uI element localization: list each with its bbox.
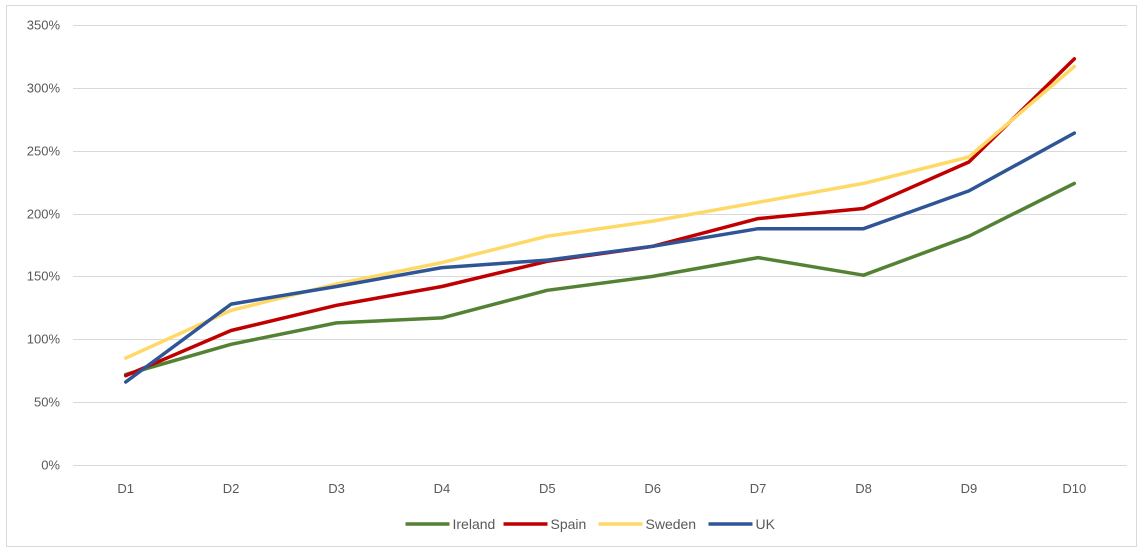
x-tick-label: D10 xyxy=(1062,481,1086,496)
x-tick-label: D8 xyxy=(855,481,872,496)
y-tick-label: 100% xyxy=(27,332,61,347)
series-line-ireland xyxy=(123,181,1077,377)
y-tick-label: 350% xyxy=(27,18,61,33)
x-tick-label: D2 xyxy=(223,481,240,496)
x-tick-label: D9 xyxy=(961,481,978,496)
x-tick-label: D4 xyxy=(434,481,451,496)
y-axis-tick-labels: 0% 50% 100% 150% 200% 250% 300% 350% xyxy=(27,18,61,473)
y-tick-label: 200% xyxy=(27,207,61,222)
legend: Ireland Spain Sweden UK xyxy=(405,516,776,532)
y-tick-label: 250% xyxy=(27,144,61,159)
series-line-uk xyxy=(123,131,1077,384)
x-tick-label: D7 xyxy=(750,481,767,496)
gridlines xyxy=(73,25,1127,466)
series-lines xyxy=(123,57,1077,384)
x-tick-label: D3 xyxy=(328,481,345,496)
legend-label-uk: UK xyxy=(756,516,776,532)
legend-label-sweden: Sweden xyxy=(646,516,697,532)
legend-label-spain: Spain xyxy=(551,516,587,532)
y-tick-label: 300% xyxy=(27,81,61,96)
x-tick-label: D1 xyxy=(117,481,134,496)
x-axis-tick-labels: D1 D2 D3 D4 D5 D6 D7 D8 D9 D10 xyxy=(117,481,1086,496)
x-tick-label: D5 xyxy=(539,481,556,496)
y-tick-label: 0% xyxy=(41,458,60,473)
x-tick-label: D6 xyxy=(644,481,661,496)
y-tick-label: 150% xyxy=(27,269,61,284)
series-line-sweden xyxy=(123,64,1077,360)
legend-label-ireland: Ireland xyxy=(453,516,496,532)
y-tick-label: 50% xyxy=(34,395,60,410)
